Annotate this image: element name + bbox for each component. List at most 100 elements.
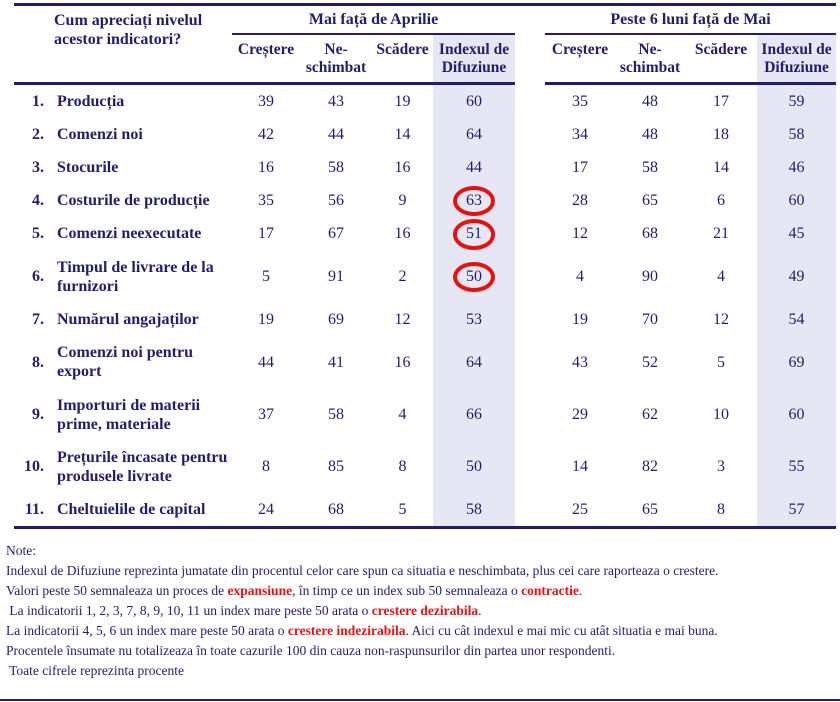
bottom-divider [0,699,840,701]
note-text: Valori peste 50 semnaleaza un proces de [6,583,228,599]
g1-diffusion-index-cell: 50 [433,250,516,303]
indicator-label: Comenzi noi [57,125,143,143]
g2-diffusion-index-cell: 54 [757,302,837,337]
g2-scadere-value: 14 [713,159,730,176]
g1-crestere-value: 5 [262,268,271,286]
g1-crestere-value: 37 [258,406,275,424]
column-gap [515,83,546,118]
note-text: . Aici cu cât indexul e mai mic cu atât … [405,623,718,639]
column-gap [515,493,546,530]
row-number: 2. [32,125,44,143]
column-gap [515,217,546,251]
g1-diffusion-index-cell: 53 [433,302,516,337]
g1-scadere-value: 4 [398,406,407,424]
note-text: , în timp ce un index sub 50 semnaleaza … [292,583,522,599]
g2-diffusion-index-value: 45 [788,225,805,243]
indicator-label: Producția [57,92,125,110]
col-header-crestere-2: Creștere [545,34,616,85]
g1-diffusion-index-value: 66 [466,406,483,424]
g2-neschimbat-value: 68 [642,225,659,243]
g2-scadere-value: 18 [713,125,730,143]
g1-neschimbat-value: 58 [328,406,345,424]
g1-neschimbat-value: 43 [328,92,345,110]
g1-scadere-value: 12 [394,310,411,328]
g2-diffusion-index-value: 59 [788,92,805,110]
col-header-neschimbat-2: Ne-schimbat [615,34,686,85]
g1-diffusion-index-cell: 66 [433,388,516,441]
g1-diffusion-index-cell: 64 [433,336,516,389]
g2-neschimbat-value: 48 [642,92,659,110]
row-number: 3. [32,159,44,176]
g2-scadere-value: 17 [713,92,730,110]
g2-diffusion-index-value: 60 [788,192,805,210]
g2-neschimbat-value: 70 [642,310,659,328]
g2-diffusion-index-cell: 60 [757,388,837,441]
g2-diffusion-index-cell: 69 [757,336,837,389]
table-row: 3. Stocurile 16 58 16 44 17 58 14 46 [14,151,837,185]
note-line: La indicatorii 1, 2, 3, 7, 8, 9, 10, 11 … [6,601,840,621]
g1-neschimbat-value: 67 [328,225,345,243]
g1-scadere-value: 9 [398,192,407,210]
note-text: Toate cifrele reprezinta procente [6,663,184,679]
g2-scadere-value: 8 [685,493,758,530]
g1-crestere-value: 17 [258,225,275,243]
col-header-scadere-1: Scădere [372,34,434,85]
g1-scadere-value: 5 [372,493,434,530]
row-number: 11. [14,493,55,530]
g2-diffusion-index-value: 60 [788,406,805,424]
g1-diffusion-index-value: 64 [466,353,483,371]
col-header-index-2: Indexul de Difuziune [757,34,837,85]
g2-crestere-value: 4 [576,268,585,286]
table-row: 10. Prețurile încasate pentru produsele … [14,440,837,494]
g1-crestere-value: 16 [258,159,275,176]
g1-diffusion-index-cell: 63 [433,184,516,218]
red-circle-annotation: 63 [453,186,496,217]
g1-diffusion-index-value: 50 [466,458,483,476]
g2-crestere-value: 19 [572,310,589,328]
indicator-label: Costurile de producție [57,192,210,210]
g1-diffusion-index-value: 53 [466,310,483,328]
table-row: 1. Producția 39 43 19 60 35 48 17 59 [14,83,837,118]
g2-neschimbat-value: 90 [642,268,659,286]
g2-scadere-value: 12 [713,310,730,328]
g1-diffusion-index-value: 44 [466,159,483,176]
table-row: 6. Timpul de livrare de la furnizori 5 9… [14,250,837,303]
table-row: 5. Comenzi neexecutate 17 67 16 51 12 68… [14,217,837,251]
g2-crestere-value: 29 [572,406,589,424]
g1-diffusion-index-cell: 51 [433,217,516,251]
g1-scadere-value: 2 [398,268,407,286]
g2-scadere-value: 10 [713,406,730,424]
note-line: Procentele însumate nu totalizeaza în to… [6,641,840,661]
note-text: Indexul de Difuziune reprezinta jumatate… [6,563,719,579]
g2-neschimbat-value: 62 [642,406,659,424]
notes-section: Note: Indexul de Difuziune reprezinta ju… [6,541,840,681]
g2-neschimbat-value: 82 [642,458,659,476]
g2-diffusion-index-cell: 60 [757,184,837,218]
column-gap [515,440,546,494]
table-header: Cum apreciați nivelul acestor indicatori… [14,4,837,85]
indicator-label: Timpul de livrare de la furnizori [57,258,214,295]
g2-scadere-value: 5 [717,353,726,371]
row-number: 9. [32,406,44,424]
g2-diffusion-index-cell: 49 [757,250,837,303]
red-circle-annotation: 51 [453,219,496,250]
g1-neschimbat-value: 68 [300,493,373,530]
row-number: 7. [32,310,44,328]
g1-crestere-value: 44 [258,353,275,371]
g1-scadere-value: 16 [394,225,411,243]
g1-scadere-value: 19 [394,92,411,110]
row-number: 5. [32,225,44,243]
g2-crestere-value: 43 [572,353,589,371]
col-header-index-1: Indexul de Difuziune [433,34,516,85]
g2-crestere-value: 28 [572,192,589,210]
g2-crestere-value: 14 [572,458,589,476]
diffusion-index-table: Cum apreciați nivelul acestor indicatori… [14,3,837,530]
group2-title: Peste 6 luni față de Mai [545,4,837,35]
col-header-crestere-1: Creștere [232,34,301,85]
column-gap [515,302,546,337]
note-text: . [578,583,583,599]
red-circle-annotation: 50 [453,262,496,293]
table-body: 1. Producția 39 43 19 60 35 48 17 59 2. … [14,83,837,530]
g1-neschimbat-value: 58 [328,159,345,176]
